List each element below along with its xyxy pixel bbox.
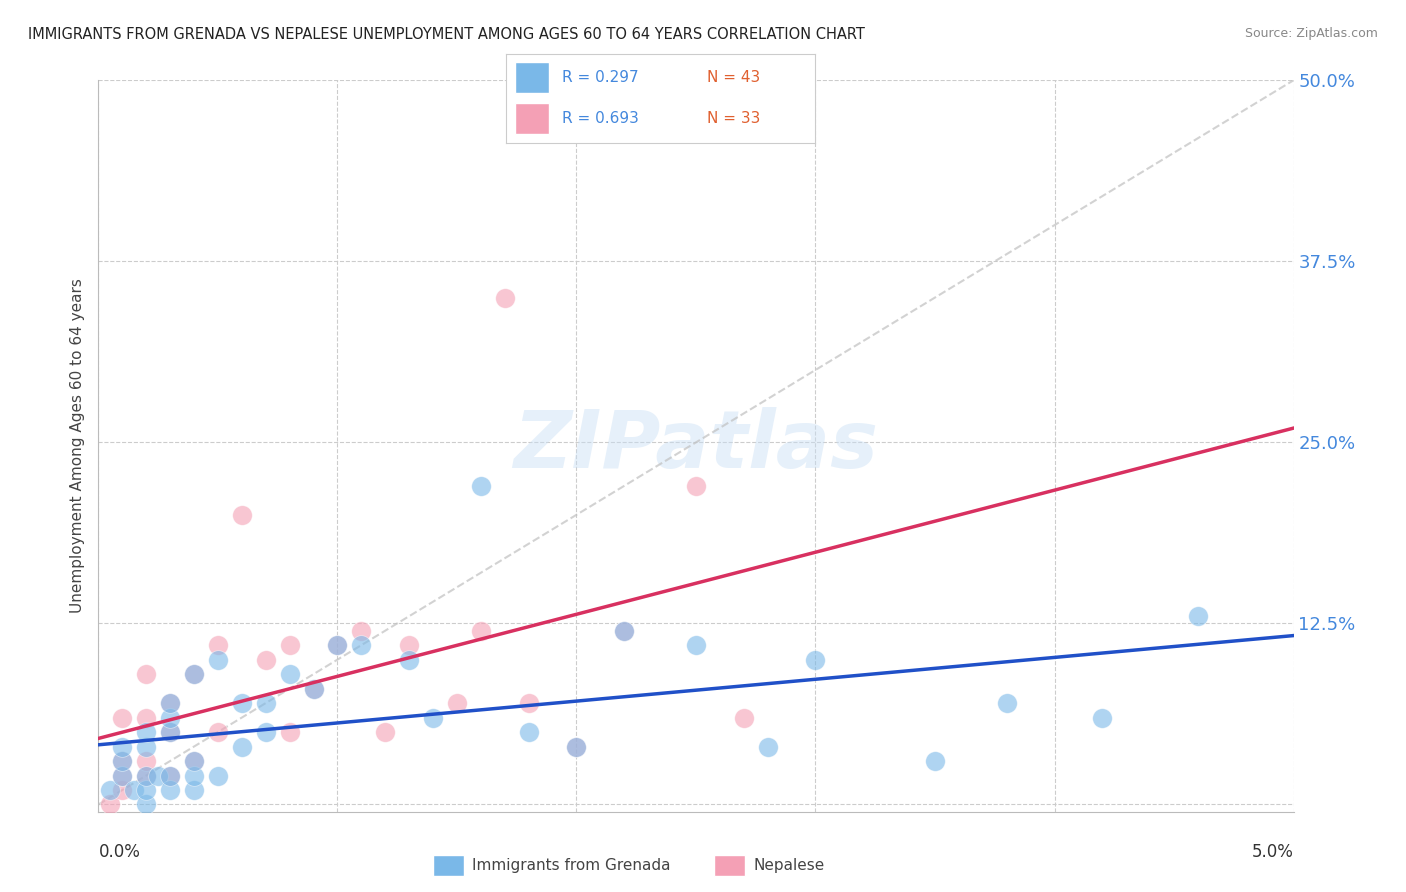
Point (565, 739, 588, 754)
Point (159, 710, 181, 724)
FancyBboxPatch shape (516, 62, 550, 93)
Text: N = 33: N = 33 (707, 112, 761, 126)
Point (111, 754, 134, 768)
Point (685, 638, 707, 652)
Point (111, 768, 134, 782)
FancyBboxPatch shape (433, 855, 464, 876)
Point (422, 710, 444, 724)
Point (254, 725, 277, 739)
Point (565, 739, 588, 754)
Point (135, 725, 157, 739)
Point (159, 696, 181, 710)
Point (470, 479, 492, 493)
Point (278, 667, 301, 681)
Text: N = 43: N = 43 (707, 70, 761, 85)
Point (804, 653, 827, 667)
Point (254, 653, 277, 667)
Point (374, 725, 396, 739)
Point (302, 681, 325, 696)
Point (494, 291, 516, 305)
Text: Immigrants from Grenada: Immigrants from Grenada (472, 858, 671, 872)
Point (733, 710, 755, 724)
Point (98, 783, 122, 797)
Point (159, 725, 181, 739)
Point (111, 739, 134, 754)
FancyBboxPatch shape (714, 855, 745, 876)
Point (159, 783, 181, 797)
Point (159, 725, 181, 739)
Text: R = 0.693: R = 0.693 (562, 112, 638, 126)
Point (183, 667, 205, 681)
Text: 0.0%: 0.0% (98, 843, 141, 861)
Point (135, 797, 157, 812)
Text: Nepalese: Nepalese (754, 858, 825, 872)
Point (254, 696, 277, 710)
Point (278, 725, 301, 739)
Point (924, 754, 946, 768)
Point (183, 783, 205, 797)
Text: R = 0.297: R = 0.297 (562, 70, 638, 85)
Point (756, 739, 779, 754)
Point (207, 725, 229, 739)
FancyBboxPatch shape (516, 103, 550, 134)
Text: IMMIGRANTS FROM GRENADA VS NEPALESE UNEMPLOYMENT AMONG AGES 60 TO 64 YEARS CORRE: IMMIGRANTS FROM GRENADA VS NEPALESE UNEM… (28, 27, 865, 42)
Point (135, 783, 157, 797)
Point (446, 696, 468, 710)
Point (183, 768, 205, 782)
Point (159, 768, 181, 782)
Point (135, 768, 157, 782)
Point (613, 624, 636, 638)
Point (111, 768, 134, 782)
Point (1187, 609, 1209, 624)
Point (111, 783, 134, 797)
Point (135, 754, 157, 768)
Point (183, 754, 205, 768)
Point (111, 754, 134, 768)
Point (159, 768, 181, 782)
Point (1091, 710, 1114, 724)
Text: Source: ZipAtlas.com: Source: ZipAtlas.com (1244, 27, 1378, 40)
Point (231, 508, 253, 522)
Text: ZIPatlas: ZIPatlas (513, 407, 879, 485)
Point (398, 638, 420, 652)
Point (183, 667, 205, 681)
Point (135, 768, 157, 782)
Point (207, 638, 229, 652)
Point (159, 696, 181, 710)
Point (326, 638, 349, 652)
Point (278, 638, 301, 652)
Point (302, 681, 325, 696)
Point (135, 667, 157, 681)
Point (517, 725, 540, 739)
Point (398, 653, 420, 667)
Point (183, 754, 205, 768)
Point (326, 638, 349, 652)
Y-axis label: Unemployment Among Ages 60 to 64 years: Unemployment Among Ages 60 to 64 years (69, 278, 84, 614)
Point (350, 624, 373, 638)
Text: 5.0%: 5.0% (1251, 843, 1294, 861)
Point (135, 739, 157, 754)
Point (135, 710, 157, 724)
Point (98, 797, 122, 812)
Point (470, 624, 492, 638)
Point (207, 653, 229, 667)
Point (613, 624, 636, 638)
Point (995, 696, 1018, 710)
Point (685, 479, 707, 493)
Point (148, 768, 170, 782)
Point (124, 783, 146, 797)
Point (517, 696, 540, 710)
Point (231, 696, 253, 710)
Point (231, 739, 253, 754)
Point (111, 710, 134, 724)
Point (207, 768, 229, 782)
Point (350, 638, 373, 652)
